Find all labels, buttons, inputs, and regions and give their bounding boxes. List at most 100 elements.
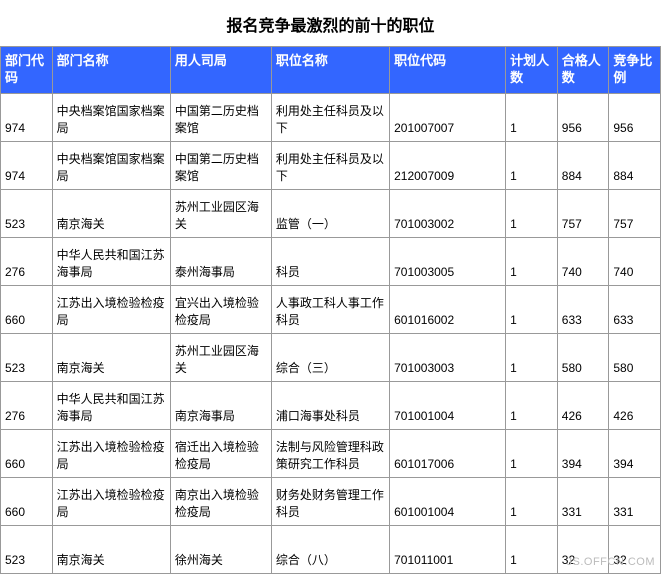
cell-jobname: 利用处主任科员及以下 xyxy=(271,93,389,141)
cell-plan: 1 xyxy=(506,429,558,477)
cell-deptcode: 974 xyxy=(1,141,53,189)
cell-deptcode: 974 xyxy=(1,93,53,141)
cell-bureau: 徐州海关 xyxy=(170,525,271,573)
cell-deptname: 中华人民共和国江苏海事局 xyxy=(52,381,170,429)
cell-ratio: 956 xyxy=(609,93,661,141)
cell-deptname: 江苏出入境检验检疫局 xyxy=(52,285,170,333)
cell-plan: 1 xyxy=(506,141,558,189)
cell-deptcode: 276 xyxy=(1,381,53,429)
cell-bureau: 中国第二历史档案馆 xyxy=(170,141,271,189)
col-header-deptname: 部门名称 xyxy=(52,47,170,94)
cell-jobname: 财务处财务管理工作科员 xyxy=(271,477,389,525)
cell-jobname: 浦口海事处科员 xyxy=(271,381,389,429)
cell-jobcode: 212007009 xyxy=(390,141,506,189)
cell-jobcode: 701003005 xyxy=(390,237,506,285)
cell-bureau: 泰州海事局 xyxy=(170,237,271,285)
cell-jobcode: 601016002 xyxy=(390,285,506,333)
table-row: 974 中央档案馆国家档案局 中国第二历史档案馆 利用处主任科员及以下 2120… xyxy=(1,141,661,189)
cell-jobname: 法制与风险管理科政策研究工作科员 xyxy=(271,429,389,477)
cell-deptname: 江苏出入境检验检疫局 xyxy=(52,429,170,477)
table-body: 974 中央档案馆国家档案局 中国第二历史档案馆 利用处主任科员及以下 2010… xyxy=(1,93,661,573)
col-header-jobcode: 职位代码 xyxy=(390,47,506,94)
col-header-deptcode: 部门代码 xyxy=(1,47,53,94)
cell-pass: 32 xyxy=(557,525,609,573)
col-header-ratio: 竞争比例 xyxy=(609,47,661,94)
cell-ratio: 884 xyxy=(609,141,661,189)
col-header-plan: 计划人数 xyxy=(506,47,558,94)
cell-jobcode: 701011001 xyxy=(390,525,506,573)
cell-ratio: 394 xyxy=(609,429,661,477)
cell-pass: 633 xyxy=(557,285,609,333)
cell-deptcode: 660 xyxy=(1,477,53,525)
cell-jobname: 人事政工科人事工作科员 xyxy=(271,285,389,333)
table-header-row: 部门代码 部门名称 用人司局 职位名称 职位代码 计划人数 合格人数 竞争比例 xyxy=(1,47,661,94)
col-header-pass: 合格人数 xyxy=(557,47,609,94)
cell-plan: 1 xyxy=(506,477,558,525)
cell-deptname: 南京海关 xyxy=(52,333,170,381)
table-row: 660 江苏出入境检验检疫局 宜兴出入境检验检疫局 人事政工科人事工作科员 60… xyxy=(1,285,661,333)
cell-ratio: 426 xyxy=(609,381,661,429)
cell-ratio: 757 xyxy=(609,189,661,237)
cell-pass: 331 xyxy=(557,477,609,525)
cell-pass: 884 xyxy=(557,141,609,189)
cell-deptname: 南京海关 xyxy=(52,189,170,237)
cell-bureau: 宿迁出入境检验检疫局 xyxy=(170,429,271,477)
cell-jobname: 综合（八） xyxy=(271,525,389,573)
cell-bureau: 南京出入境检验检疫局 xyxy=(170,477,271,525)
cell-jobname: 科员 xyxy=(271,237,389,285)
table-row: 523 南京海关 苏州工业园区海关 监管（一） 701003002 1 757 … xyxy=(1,189,661,237)
cell-bureau: 中国第二历史档案馆 xyxy=(170,93,271,141)
cell-deptcode: 523 xyxy=(1,333,53,381)
cell-jobname: 利用处主任科员及以下 xyxy=(271,141,389,189)
cell-deptname: 南京海关 xyxy=(52,525,170,573)
table-row: 523 南京海关 苏州工业园区海关 综合（三） 701003003 1 580 … xyxy=(1,333,661,381)
cell-deptcode: 660 xyxy=(1,285,53,333)
cell-pass: 580 xyxy=(557,333,609,381)
cell-deptcode: 523 xyxy=(1,525,53,573)
cell-jobcode: 701001004 xyxy=(390,381,506,429)
cell-jobcode: 601001004 xyxy=(390,477,506,525)
cell-ratio: 740 xyxy=(609,237,661,285)
cell-plan: 1 xyxy=(506,285,558,333)
cell-pass: 740 xyxy=(557,237,609,285)
cell-pass: 956 xyxy=(557,93,609,141)
cell-deptname: 中华人民共和国江苏海事局 xyxy=(52,237,170,285)
cell-plan: 1 xyxy=(506,381,558,429)
cell-pass: 426 xyxy=(557,381,609,429)
table-row: 276 中华人民共和国江苏海事局 泰州海事局 科员 701003005 1 74… xyxy=(1,237,661,285)
cell-bureau: 苏州工业园区海关 xyxy=(170,333,271,381)
table-row: 660 江苏出入境检验检疫局 南京出入境检验检疫局 财务处财务管理工作科员 60… xyxy=(1,477,661,525)
cell-bureau: 南京海事局 xyxy=(170,381,271,429)
table-row: 276 中华人民共和国江苏海事局 南京海事局 浦口海事处科员 701001004… xyxy=(1,381,661,429)
cell-ratio: 633 xyxy=(609,285,661,333)
cell-deptname: 中央档案馆国家档案局 xyxy=(52,141,170,189)
table-row: 660 江苏出入境检验检疫局 宿迁出入境检验检疫局 法制与风险管理科政策研究工作… xyxy=(1,429,661,477)
cell-jobcode: 701003003 xyxy=(390,333,506,381)
cell-jobname: 监管（一） xyxy=(271,189,389,237)
cell-jobcode: 701003002 xyxy=(390,189,506,237)
cell-plan: 1 xyxy=(506,189,558,237)
cell-pass: 757 xyxy=(557,189,609,237)
cell-deptcode: 523 xyxy=(1,189,53,237)
cell-plan: 1 xyxy=(506,237,558,285)
cell-pass: 394 xyxy=(557,429,609,477)
cell-ratio: 580 xyxy=(609,333,661,381)
cell-plan: 1 xyxy=(506,525,558,573)
cell-deptcode: 276 xyxy=(1,237,53,285)
competition-table: 部门代码 部门名称 用人司局 职位名称 职位代码 计划人数 合格人数 竞争比例 … xyxy=(0,46,661,574)
table-row: 974 中央档案馆国家档案局 中国第二历史档案馆 利用处主任科员及以下 2010… xyxy=(1,93,661,141)
cell-jobcode: 601017006 xyxy=(390,429,506,477)
col-header-jobname: 职位名称 xyxy=(271,47,389,94)
page-title: 报名竞争最激烈的前十的职位 xyxy=(0,0,661,46)
cell-deptcode: 660 xyxy=(1,429,53,477)
cell-deptname: 中央档案馆国家档案局 xyxy=(52,93,170,141)
table-row: 523 南京海关 徐州海关 综合（八） 701011001 1 32 32 xyxy=(1,525,661,573)
col-header-bureau: 用人司局 xyxy=(170,47,271,94)
cell-deptname: 江苏出入境检验检疫局 xyxy=(52,477,170,525)
cell-jobname: 综合（三） xyxy=(271,333,389,381)
cell-ratio: 331 xyxy=(609,477,661,525)
cell-ratio: 32 xyxy=(609,525,661,573)
cell-bureau: 苏州工业园区海关 xyxy=(170,189,271,237)
cell-jobcode: 201007007 xyxy=(390,93,506,141)
cell-plan: 1 xyxy=(506,333,558,381)
